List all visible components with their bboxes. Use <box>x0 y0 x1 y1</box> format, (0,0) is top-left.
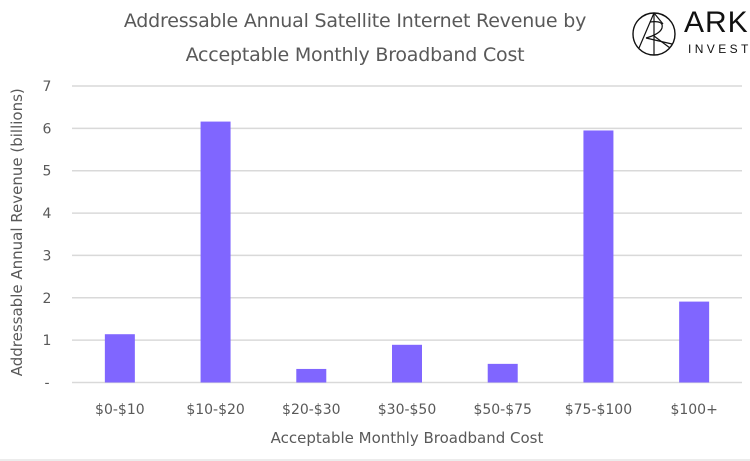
y-axis-label: Addressable Annual Revenue (billions) <box>8 88 26 376</box>
chart-title-line-1: Addressable Annual Satellite Internet Re… <box>123 10 587 32</box>
y-tick-label: 5 <box>43 164 52 180</box>
x-axis-ticks: $0-$10 $10-$20 $20-$30 $30-$50 $50-$75 $75-$1… <box>95 402 718 418</box>
bar <box>104 334 135 383</box>
y-tick-label: 4 <box>43 206 52 222</box>
y-axis-ticks: - 1 2 3 4 5 6 7 <box>43 79 52 392</box>
y-tick-label: 1 <box>43 333 52 349</box>
logo-subtitle: INVEST <box>688 42 750 56</box>
bar <box>583 130 614 383</box>
chart-title-line-2: Acceptable Monthly Broadband Cost <box>185 44 525 66</box>
y-tick-label: 7 <box>43 79 52 95</box>
y-tick-label: 3 <box>43 248 52 264</box>
bar <box>679 301 710 383</box>
x-tick-label: $20-$30 <box>282 402 341 418</box>
x-tick-label: $0-$10 <box>95 402 145 418</box>
bar <box>392 344 422 383</box>
ark-invest-logo: ARK INVEST <box>630 6 750 58</box>
y-tick-label: - <box>44 376 49 392</box>
x-tick-label: $100+ <box>670 402 717 418</box>
bars <box>104 121 710 383</box>
y-tick-label: 2 <box>43 291 52 307</box>
x-tick-label: $75-$100 <box>565 402 632 418</box>
x-axis-label: Acceptable Monthly Broadband Cost <box>271 429 544 447</box>
bar <box>200 121 231 383</box>
x-tick-label: $50-$75 <box>473 402 532 418</box>
x-tick-label: $10-$20 <box>186 402 245 418</box>
x-tick-label: $30-$50 <box>378 402 437 418</box>
logo-wordmark: ARK <box>684 6 749 39</box>
bar <box>296 368 327 383</box>
y-tick-label: 6 <box>43 121 52 137</box>
gridlines <box>72 85 742 384</box>
bar <box>487 363 518 383</box>
ark-invest-logo-icon <box>632 12 676 56</box>
bottom-divider <box>0 459 750 461</box>
